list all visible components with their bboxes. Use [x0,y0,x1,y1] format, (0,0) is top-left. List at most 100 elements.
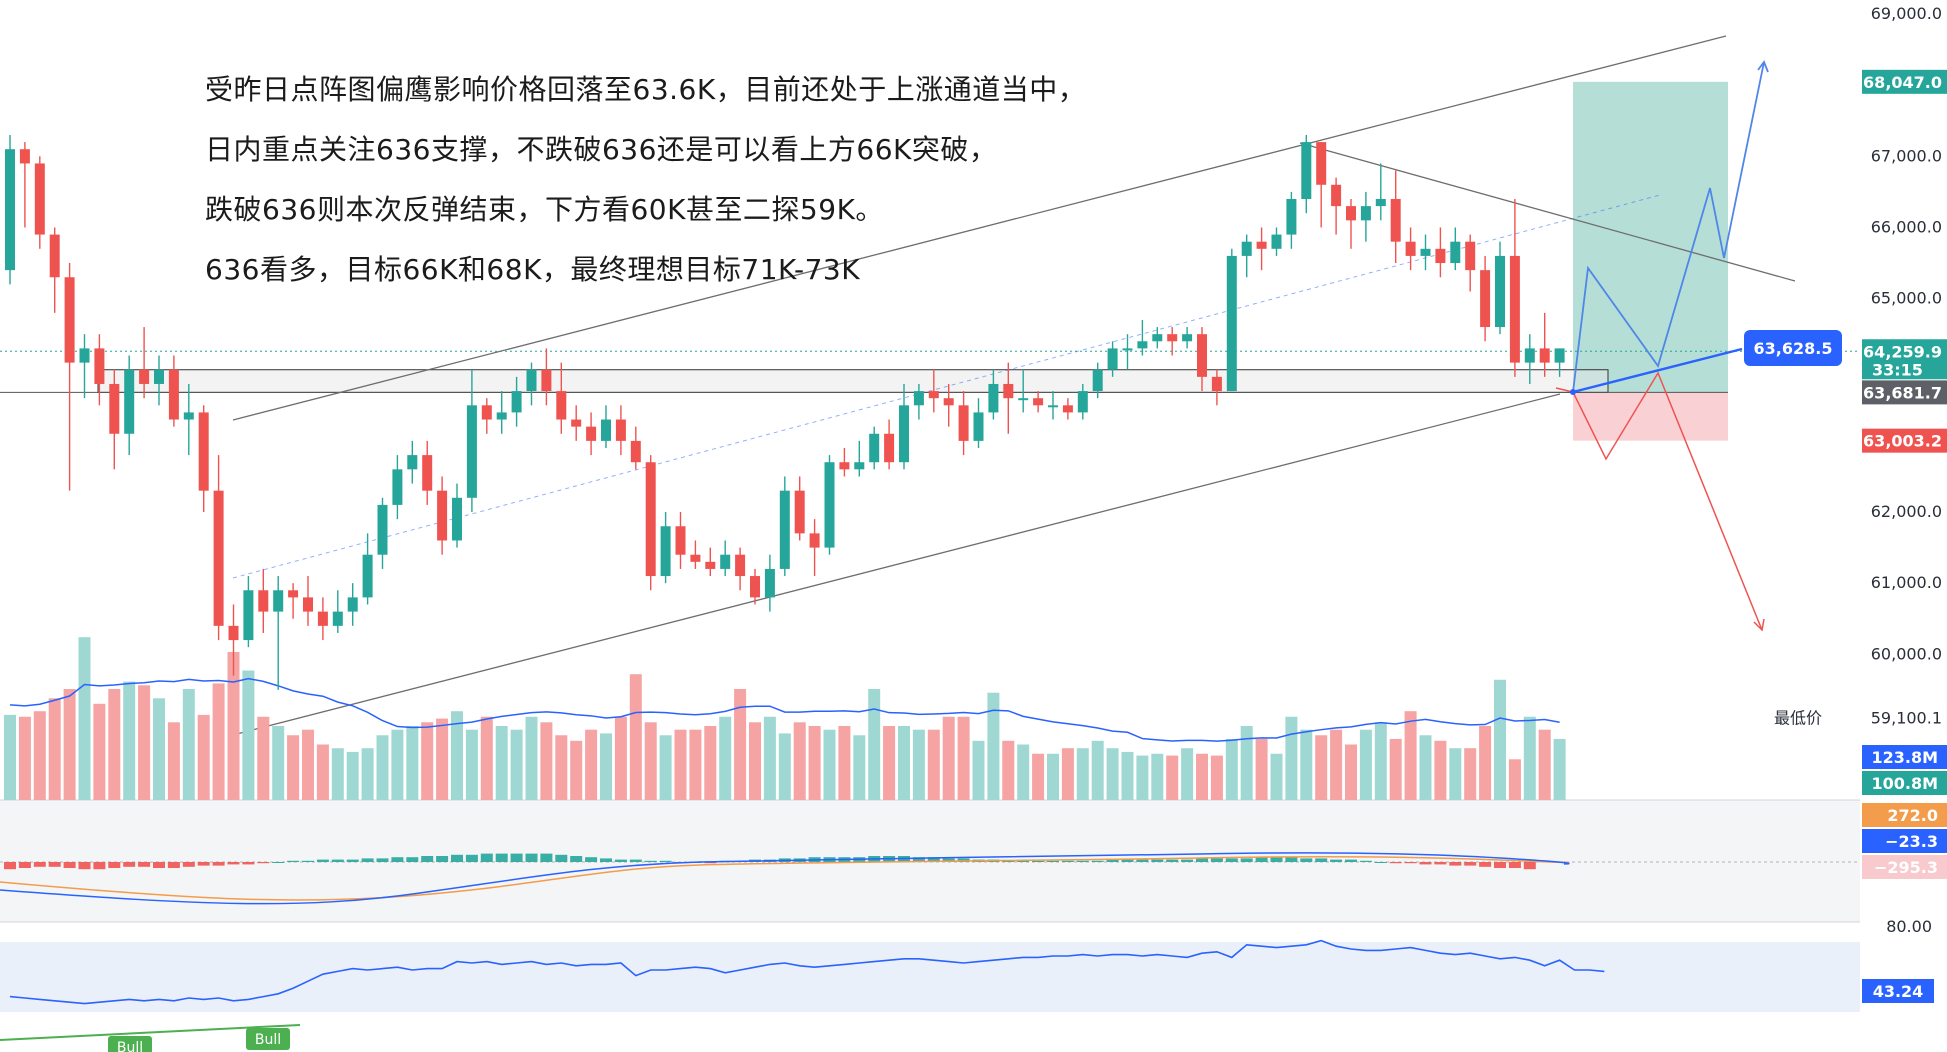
candle [332,590,343,633]
candle-body [1331,184,1342,207]
candle-body [809,533,820,548]
candle [1256,227,1267,271]
macd-line [0,852,1570,905]
price-tag: 68,047.0 [1862,69,1947,94]
macd-tag-label: 272.0 [1887,806,1938,825]
candle [1167,327,1178,356]
macd-hist-bar [1121,859,1134,862]
candle-body [1077,391,1088,413]
volume-bar [421,722,434,800]
volume-bar [1553,738,1566,800]
annotation-line-3: 跌破636则本次反弹结束，下方看60K甚至二探59K。 [205,193,884,226]
macd-hist-bar [242,862,255,865]
price-tag-label: 64,259.9 [1863,342,1942,361]
candle [154,355,164,406]
volume-bar [868,689,881,800]
candle-body [34,163,45,235]
candle-body [511,391,522,413]
volume-tag-label: 100.8M [1871,774,1938,793]
bull-badge-bg [108,1036,152,1052]
price-tick-label: 66,000.0 [1871,217,1942,236]
stop-loss-zone [1573,392,1728,441]
candle [511,376,522,427]
macd-hist-bar [585,857,598,862]
price-tag-bg [1862,69,1947,94]
volume-bar [1434,740,1447,800]
macd-hist-bar [302,860,314,862]
candle [690,540,701,569]
volume-bar [957,716,970,800]
volume-bar [1494,679,1506,800]
candle [1554,348,1565,377]
candle [94,334,105,406]
candle-body [1062,405,1073,413]
descending-trendline [1299,142,1796,282]
candle-body [1524,348,1535,363]
bearish-arrow-head [1753,618,1765,632]
candle-body [556,391,567,420]
rsi-tag-bg [1862,979,1934,1003]
candle-body [913,391,924,406]
candle [79,334,90,399]
candle-body [139,369,150,384]
bull-divergence-line [0,1024,301,1041]
volume-bar [1374,722,1387,800]
macd-hist-bar [1047,860,1059,862]
cursor-point [1570,389,1576,395]
candle [884,419,895,470]
macd-hist-bar [1300,858,1313,862]
macd-hist-bar [1002,860,1015,862]
volume-bar [257,716,270,800]
volume-bar [63,689,76,800]
candle-body [779,490,790,569]
candle [1331,177,1342,235]
price-tick-label: 61,000.0 [1871,573,1942,592]
price-tag-label: 68,047.0 [1863,73,1942,92]
volume-tag-label: 123.8M [1871,748,1938,767]
candle-body [1018,398,1029,401]
volume-bar [465,729,478,800]
candle [1077,383,1088,420]
candle-body [943,398,954,406]
candle-body [1241,241,1252,256]
candle [317,597,328,641]
macd-tag-label: −295.3 [1874,858,1938,877]
candle-body [1256,241,1267,249]
price-tag-bg [1862,428,1947,453]
macd-tag-label: −23.3 [1885,832,1938,851]
macd-hist-bar [287,860,300,862]
candle [913,383,924,420]
volume-bar [629,674,642,800]
candle-body [481,405,492,420]
candle [392,455,403,520]
candle-body [1033,398,1044,406]
macd-hist-bar [525,853,538,862]
volume-bar [778,733,791,800]
candle-body [1450,241,1461,264]
candle-body [854,462,865,470]
volume-bar [182,689,195,800]
volume-bar [1166,755,1179,800]
candle-body [154,369,164,384]
candle-body [79,348,90,363]
volume-bar [972,740,985,800]
volume-bar [1076,748,1089,800]
candle [928,369,939,413]
volume-bar [1032,753,1045,800]
candle-body [1211,376,1222,392]
macd-hist-bar [1270,857,1283,862]
candle [1524,334,1535,384]
volume-bar [227,652,240,800]
candle [705,547,716,577]
candle [839,447,850,477]
macd-tag: 272.0 [1862,803,1947,827]
candle [1241,234,1252,278]
candle [452,483,462,548]
candle-body [973,412,984,441]
candle [1062,398,1073,420]
rsi-value-tag: 43.24 [1862,979,1934,1003]
candle-body [407,455,418,470]
candle-body [392,469,403,505]
candle [1480,255,1491,342]
